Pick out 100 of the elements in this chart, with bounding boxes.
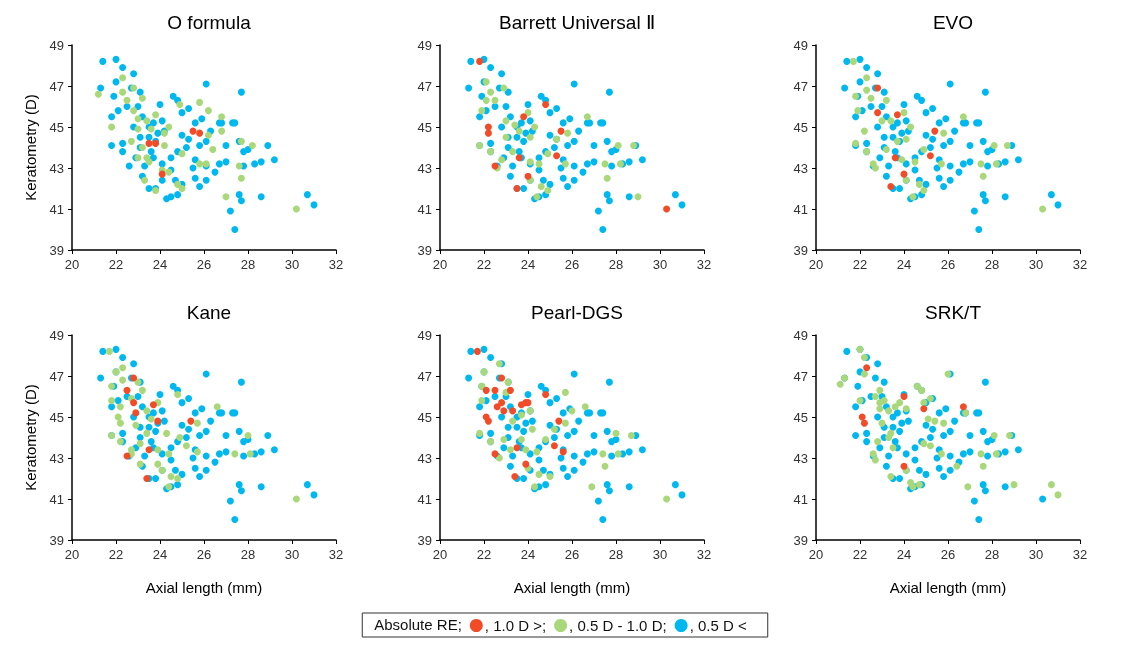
- point: [105, 347, 113, 355]
- x-axis-title: Axial length (mm): [513, 579, 631, 596]
- x-tick-label: 24: [520, 547, 536, 562]
- point: [500, 436, 508, 444]
- point: [889, 444, 897, 452]
- point: [143, 407, 151, 415]
- point: [152, 111, 160, 119]
- point: [858, 413, 866, 421]
- y-tick-label: 45: [793, 409, 808, 425]
- point: [924, 415, 932, 423]
- x-tick-label: 22: [108, 257, 124, 272]
- point: [522, 460, 530, 468]
- point: [478, 397, 486, 405]
- point: [196, 129, 204, 137]
- y-tick-label: 43: [793, 160, 808, 176]
- point: [484, 123, 492, 131]
- y-tick-label: 41: [793, 201, 808, 217]
- y-tick-label: 43: [793, 450, 808, 466]
- point: [482, 96, 490, 104]
- point: [127, 137, 135, 145]
- point: [542, 100, 550, 108]
- x-tick-label: 24: [520, 257, 536, 272]
- point: [158, 170, 166, 178]
- x-tick-label: 32: [328, 257, 344, 272]
- point: [244, 431, 252, 439]
- point: [867, 94, 875, 102]
- point: [154, 460, 162, 468]
- x-tick-label: 26: [196, 547, 212, 562]
- x-tick-label: 24: [896, 257, 912, 272]
- point: [123, 96, 131, 104]
- point: [896, 399, 904, 407]
- y-tick-label: 41: [793, 491, 808, 507]
- point: [871, 393, 879, 400]
- chart-title: Kane: [186, 302, 232, 323]
- x-tick-label: 20: [808, 547, 824, 562]
- point: [940, 129, 948, 137]
- point: [863, 364, 871, 372]
- point: [900, 462, 908, 470]
- y-tick-label: 47: [793, 78, 808, 94]
- x-tick-label: 22: [852, 547, 868, 562]
- x-tick-label: 28: [240, 547, 256, 562]
- point: [204, 107, 212, 115]
- point: [145, 446, 153, 454]
- point: [478, 107, 486, 115]
- x-tick-label: 26: [940, 257, 956, 272]
- x-tick-label: 20: [808, 257, 824, 272]
- point: [213, 403, 221, 411]
- point: [174, 180, 182, 188]
- point: [526, 133, 534, 141]
- point: [920, 187, 928, 195]
- point: [555, 417, 563, 425]
- point: [880, 397, 888, 405]
- point: [134, 115, 142, 123]
- x-tick-label: 26: [564, 257, 580, 272]
- y-tick-label: 47: [793, 368, 808, 384]
- point: [907, 123, 915, 131]
- legend-label: , 1.0 D >;: [484, 617, 547, 634]
- point: [926, 152, 934, 160]
- point: [891, 403, 899, 411]
- y-tick-label: 43: [49, 450, 64, 466]
- point: [535, 470, 543, 478]
- point: [248, 141, 256, 149]
- point: [119, 376, 127, 384]
- point: [871, 456, 879, 464]
- point: [119, 364, 127, 372]
- point: [979, 462, 987, 470]
- point: [663, 495, 671, 503]
- point: [915, 180, 923, 188]
- point: [138, 386, 146, 394]
- chart-title: EVO: [932, 12, 974, 33]
- point: [964, 483, 972, 491]
- legend-title: Absolute RE;: [374, 616, 462, 633]
- point: [143, 117, 151, 125]
- x-tick-label: 28: [608, 547, 624, 562]
- point: [130, 399, 138, 407]
- y-tick-label: 41: [49, 201, 64, 217]
- x-axis-title: Axial length (mm): [889, 579, 1007, 596]
- point: [165, 450, 173, 458]
- point: [599, 450, 607, 458]
- point: [876, 405, 884, 413]
- y-tick-label: 41: [417, 491, 432, 507]
- point: [487, 88, 495, 96]
- point: [990, 141, 998, 149]
- y-tick-label: 47: [417, 78, 432, 94]
- point: [920, 405, 928, 413]
- point: [167, 472, 175, 480]
- y-tick-label: 47: [49, 368, 64, 384]
- point: [476, 57, 484, 65]
- y-tick-label: 43: [417, 450, 432, 466]
- chart-title: O formula: [167, 12, 252, 33]
- point: [130, 107, 138, 115]
- point: [581, 403, 589, 411]
- y-tick-label: 39: [49, 242, 64, 258]
- point: [542, 390, 550, 398]
- point: [614, 450, 622, 458]
- point: [218, 127, 226, 135]
- point: [854, 107, 862, 115]
- y-tick-label: 49: [793, 37, 808, 53]
- point: [482, 413, 490, 421]
- point: [237, 174, 245, 182]
